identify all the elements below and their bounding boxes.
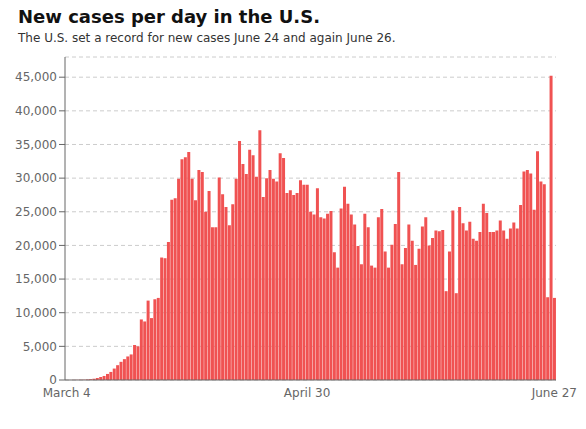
svg-text:10,000: 10,000	[15, 306, 57, 320]
html-text:New cases per day in the U.S.: New cases per day in the U.S.	[18, 6, 320, 27]
html-text:The U.S. set a record for new: The U.S. set a record for new cases June…	[18, 31, 396, 45]
svg-text:45,000: 45,000	[15, 70, 57, 84]
svg-text:15,000: 15,000	[15, 272, 57, 286]
svg-text:35,000: 35,000	[15, 138, 57, 152]
svg-text:April 30: April 30	[284, 386, 331, 400]
svg-text:25,000: 25,000	[15, 205, 57, 219]
svg-text:March 4: March 4	[43, 386, 91, 400]
svg-text:5,000: 5,000	[23, 340, 57, 354]
svg-text:0: 0	[49, 373, 57, 387]
svg-text:June 27: June 27	[531, 386, 577, 400]
svg-text:40,000: 40,000	[15, 104, 57, 118]
svg-text:20,000: 20,000	[15, 239, 57, 253]
svg-text:30,000: 30,000	[15, 171, 57, 185]
